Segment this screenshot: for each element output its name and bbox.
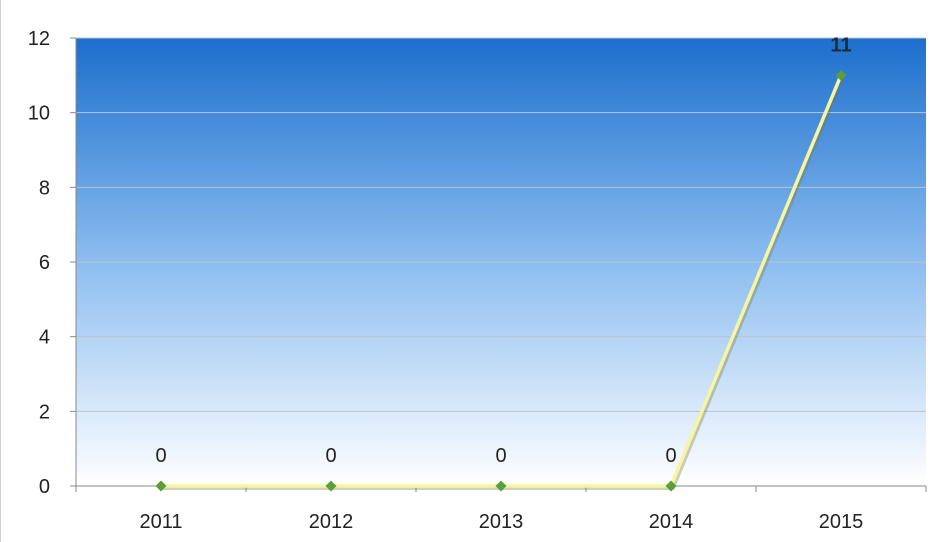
gridlines bbox=[76, 37, 926, 412]
data-point-2013 bbox=[495, 480, 507, 492]
y-axis-ticks: 0 2 4 6 8 10 12 bbox=[28, 28, 76, 498]
x-tick-label-2014: 2014 bbox=[649, 511, 694, 533]
y-tick-label: 12 bbox=[28, 28, 50, 50]
x-axis-ticks: 2011 2012 2013 2014 2015 bbox=[75, 486, 927, 533]
x-tick-label-2015: 2015 bbox=[819, 511, 864, 533]
x-tick-label-2012: 2012 bbox=[309, 511, 354, 533]
data-point-2015 bbox=[835, 69, 847, 81]
y-tick-label: 2 bbox=[39, 401, 50, 423]
data-point-2011 bbox=[155, 480, 167, 492]
y-tick-label: 4 bbox=[39, 327, 50, 349]
data-label-2015: 11 bbox=[830, 34, 851, 56]
x-tick-label-2011: 2011 bbox=[139, 511, 182, 533]
y-tick-label: 10 bbox=[28, 103, 50, 125]
y-tick-label: 0 bbox=[39, 476, 50, 498]
data-label-2011: 0 bbox=[155, 445, 166, 467]
data-labels: 0 0 0 0 11 bbox=[155, 34, 851, 467]
data-point-2014 bbox=[665, 480, 677, 492]
data-label-2013: 0 bbox=[495, 445, 506, 467]
y-tick-label: 8 bbox=[39, 177, 50, 199]
x-tick-label-2013: 2013 bbox=[479, 511, 524, 533]
y-tick-label: 6 bbox=[39, 252, 50, 274]
data-point-2012 bbox=[325, 480, 337, 492]
data-label-2012: 0 bbox=[325, 445, 336, 467]
data-label-2014: 0 bbox=[665, 445, 676, 467]
series-layer bbox=[155, 69, 847, 492]
